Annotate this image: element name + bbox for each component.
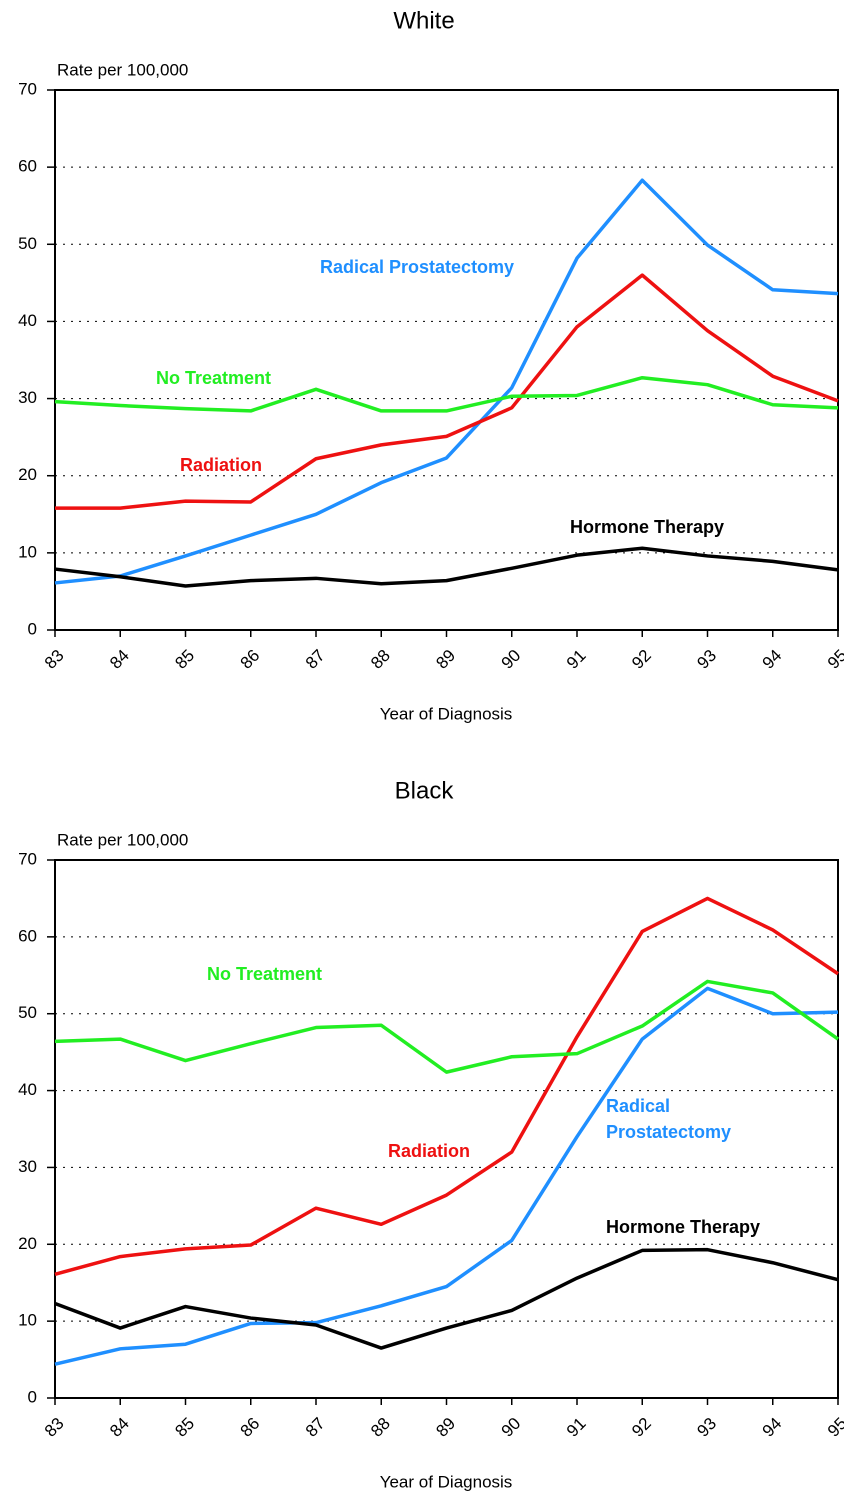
x-tick-label: 86: [237, 1414, 264, 1441]
series-label: No Treatment: [156, 368, 272, 388]
series-line: [55, 273, 839, 510]
x-tick-label: 92: [628, 646, 655, 673]
series-label: Radical Prostatectomy: [320, 257, 515, 277]
x-tick-label: 85: [171, 646, 198, 673]
y-tick-label: 10: [18, 1311, 37, 1330]
x-tick-label: 84: [106, 1414, 133, 1441]
chart-title: White: [393, 7, 454, 34]
y-tick-label: 60: [18, 926, 37, 945]
y-tick-label: 0: [28, 619, 37, 638]
plot-frame: [54, 89, 839, 631]
x-tick-label: 94: [759, 1414, 786, 1441]
y-tick-label: 10: [18, 542, 37, 561]
x-axis-label: Year of Diagnosis: [380, 1472, 513, 1491]
x-tick-label: 95: [824, 646, 844, 673]
y-tick-label: 50: [18, 1003, 37, 1022]
x-tick-label: 91: [563, 646, 590, 673]
y-tick-label: 50: [18, 234, 37, 253]
x-tick-label: 87: [302, 1414, 329, 1441]
x-tick-label: 93: [693, 646, 720, 673]
y-tick-label: 70: [18, 849, 37, 868]
x-tick-label: 92: [628, 1414, 655, 1441]
x-axis-label: Year of Diagnosis: [380, 704, 513, 723]
x-tick-label: 90: [498, 1414, 525, 1441]
y-tick-label: 20: [18, 1234, 37, 1253]
series-label: Radiation: [388, 1141, 471, 1161]
x-tick-label: 89: [432, 646, 459, 673]
x-tick-label: 88: [367, 646, 394, 673]
series-line: [54, 896, 839, 1276]
chart-title: Black: [395, 777, 455, 804]
chart: White Rate per 100,000 Year of Diagnosis 0 1…: [18, 7, 844, 723]
y-tick-label: 40: [18, 311, 37, 330]
series-label: No Treatment: [207, 964, 323, 984]
series-line: [54, 1247, 839, 1350]
y-tick-label: 30: [18, 388, 37, 407]
x-tick-label: 94: [759, 646, 786, 673]
y-tick-label: 70: [18, 79, 37, 98]
y-axis-label: Rate per 100,000: [57, 60, 188, 79]
x-tick-label: 87: [302, 646, 329, 673]
x-tick-label: 89: [432, 1414, 459, 1441]
series-line: [54, 986, 839, 1366]
series-line: [54, 546, 839, 588]
x-tick-label: 93: [693, 1414, 720, 1441]
series-label: Radical Prostatectomy: [606, 1096, 732, 1142]
x-tick-label: 91: [563, 1414, 590, 1441]
y-tick-label: 30: [18, 1157, 37, 1176]
y-tick-label: 0: [28, 1387, 37, 1406]
series-line: [54, 178, 839, 585]
y-tick-label: 20: [18, 465, 37, 484]
y-tick-label: 60: [18, 157, 37, 176]
x-tick-label: 84: [106, 646, 133, 673]
series-line: [54, 979, 840, 1074]
y-axis-label: Rate per 100,000: [57, 830, 188, 849]
x-tick-label: 88: [367, 1414, 394, 1441]
x-tick-label: 86: [237, 646, 264, 673]
x-tick-label: 85: [171, 1414, 198, 1441]
x-tick-label: 95: [824, 1414, 844, 1441]
series-line: [54, 375, 839, 413]
series-label: Hormone Therapy: [606, 1217, 761, 1237]
series-label: Radiation: [180, 455, 263, 475]
series-label: Hormone Therapy: [570, 517, 725, 537]
x-tick-label: 90: [498, 646, 525, 673]
x-tick-label: 83: [41, 1414, 68, 1441]
y-tick-label: 40: [18, 1080, 37, 1099]
x-tick-label: 83: [41, 646, 68, 673]
